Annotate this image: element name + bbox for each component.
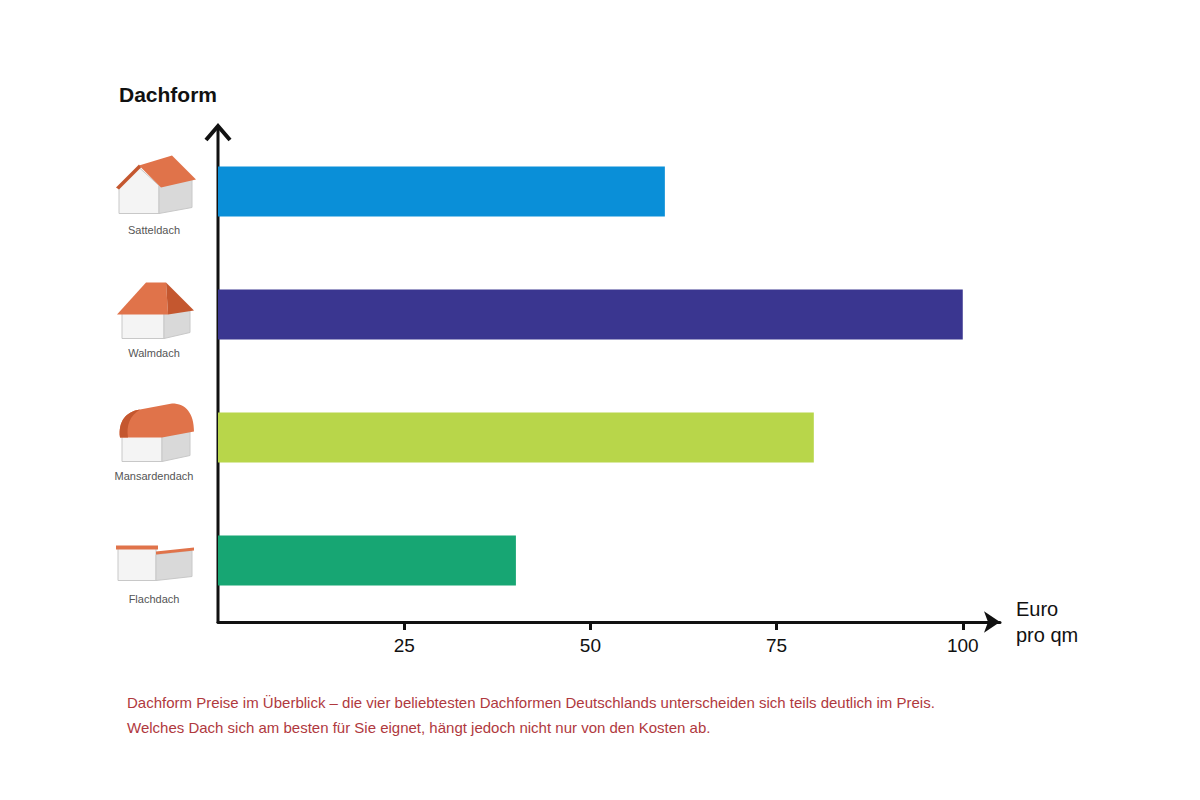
svg-text:Dachform: Dachform [119, 83, 217, 106]
svg-text:pro qm: pro qm [1016, 624, 1078, 646]
svg-text:Flachdach: Flachdach [129, 593, 180, 605]
svg-text:50: 50 [580, 635, 601, 656]
html-text:Welches Dach sich am besten fü: Welches Dach sich am besten für Sie eign… [127, 719, 711, 736]
svg-text:75: 75 [766, 635, 787, 656]
svg-text:100: 100 [947, 635, 979, 656]
svg-text:25: 25 [394, 635, 415, 656]
svg-text:Mansardendach: Mansardendach [115, 470, 194, 482]
svg-text:Euro: Euro [1016, 598, 1058, 620]
svg-text:Walmdach: Walmdach [128, 347, 180, 359]
svg-text:Satteldach: Satteldach [128, 224, 180, 236]
html-text:Dachform Preise im Überblick –: Dachform Preise im Überblick – die vier … [127, 694, 935, 711]
